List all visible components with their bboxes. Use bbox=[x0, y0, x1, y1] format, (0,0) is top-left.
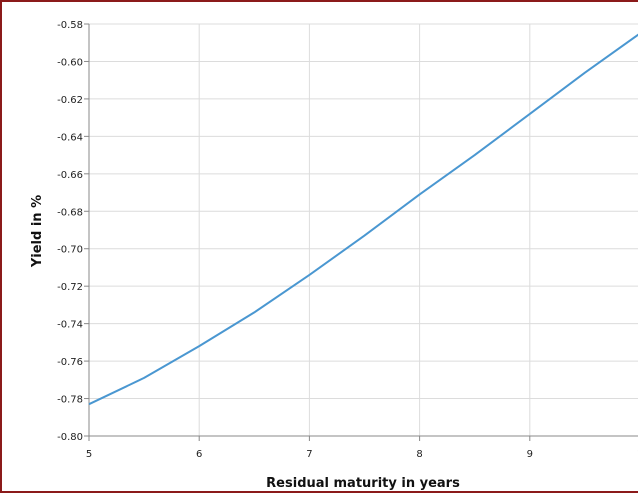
x-tick-label: 1 bbox=[637, 449, 638, 460]
y-tick-label: -0.64 bbox=[57, 132, 83, 143]
yield-curve-line bbox=[88, 33, 638, 406]
y-tick-label: -0.78 bbox=[57, 395, 83, 406]
y-tick-label: -0.70 bbox=[57, 245, 83, 256]
x-axis-title: Residual maturity in years bbox=[266, 476, 460, 491]
y-tick-label: -0.68 bbox=[57, 207, 83, 218]
x-tick-label: 9 bbox=[527, 449, 533, 460]
y-tick-label: -0.72 bbox=[57, 282, 83, 293]
x-tick-label: 7 bbox=[306, 449, 312, 460]
y-tick-label: -0.80 bbox=[57, 432, 83, 443]
y-tick-label: -0.60 bbox=[57, 57, 83, 68]
y-tick-label: -0.74 bbox=[57, 320, 83, 331]
y-tick-label: -0.62 bbox=[57, 95, 83, 106]
x-tick-label: 6 bbox=[196, 449, 202, 460]
axes bbox=[84, 23, 638, 441]
series-layer bbox=[88, 33, 638, 406]
x-tick-label: 5 bbox=[86, 449, 92, 460]
x-tick-label: 8 bbox=[416, 449, 422, 460]
y-axis-title: Yield in % bbox=[30, 195, 45, 268]
tick-labels: -0.58 -0.60 -0.62 -0.64 -0.66 -0.68 -0.70 -0.72… bbox=[57, 20, 638, 460]
y-tick-label: -0.76 bbox=[57, 357, 83, 368]
y-tick-label: -0.66 bbox=[57, 170, 83, 181]
grid-lines bbox=[88, 23, 638, 437]
y-tick-label: -0.58 bbox=[57, 20, 83, 31]
